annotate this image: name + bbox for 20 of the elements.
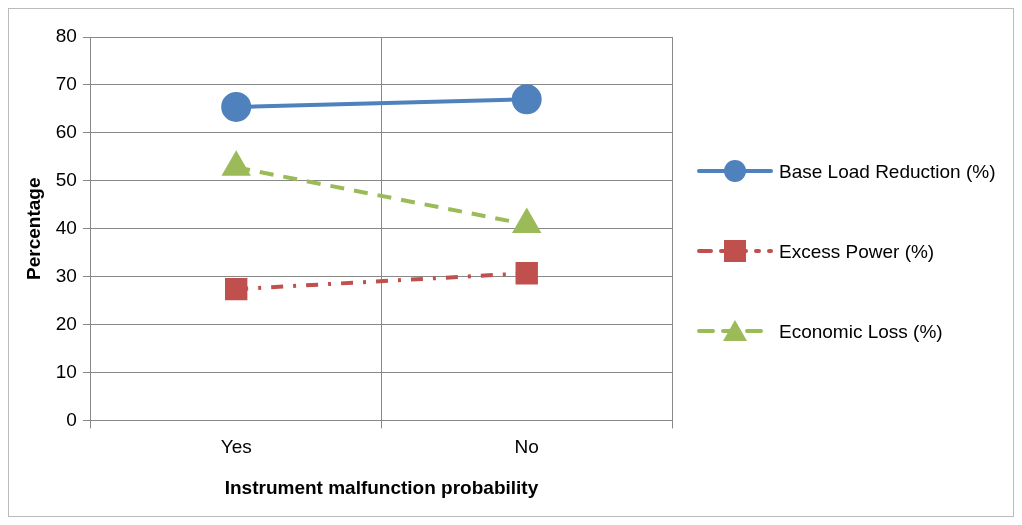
point <box>225 277 248 301</box>
y-tick-label: 0 <box>66 408 77 430</box>
point <box>515 262 538 285</box>
y-tick-label: 80 <box>55 25 77 47</box>
legend-label: Economic Loss (%) <box>779 320 943 344</box>
y-tick-label: 40 <box>55 216 77 238</box>
legend-label: Base Load Reduction (%) <box>779 160 996 184</box>
y-tick-label: 20 <box>55 312 77 334</box>
x-tick-label: No <box>514 436 539 458</box>
y-tick-label: 70 <box>55 73 77 95</box>
y-tick-label: 10 <box>55 360 77 382</box>
point <box>221 91 252 122</box>
x-axis-title: Instrument malfunction probability <box>224 476 539 498</box>
y-tick-label: 50 <box>55 169 77 191</box>
y-axis-title: Percentage <box>22 177 44 280</box>
legend-label: Excess Power (%) <box>779 240 935 264</box>
y-tick-label: 60 <box>55 121 77 143</box>
point <box>511 84 542 115</box>
x-tick-label: Yes <box>220 436 252 458</box>
y-tick-label: 30 <box>55 264 77 286</box>
